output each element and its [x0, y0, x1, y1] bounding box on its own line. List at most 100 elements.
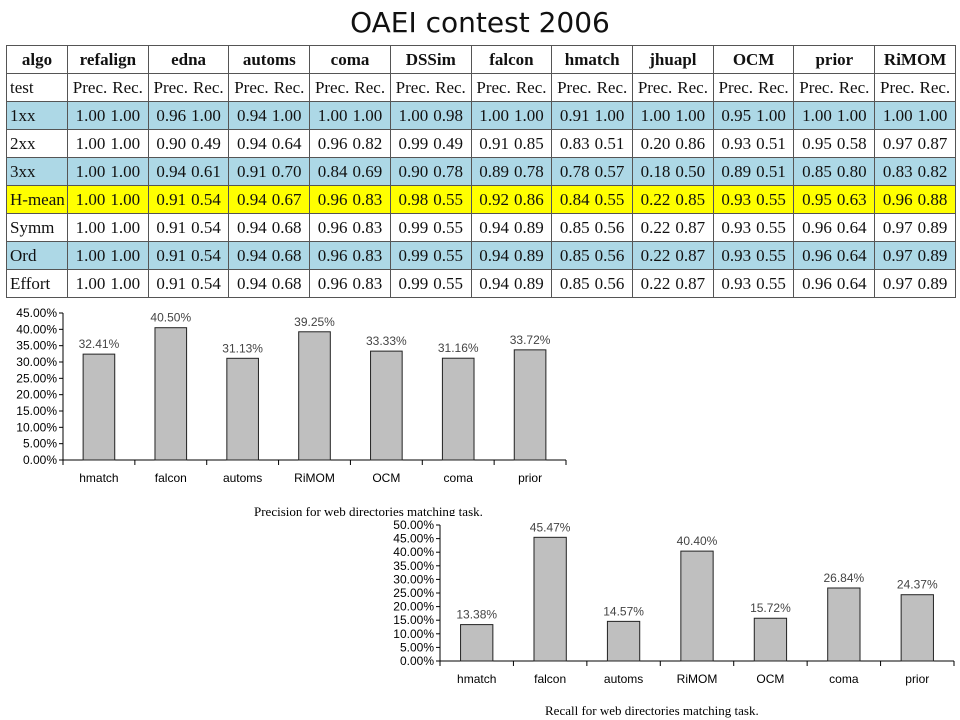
precision-value: 0.96 — [317, 133, 348, 153]
subheader-prec-rec: Prec. Rec. — [147, 73, 230, 102]
table-cell: 1.00 1.00 — [470, 101, 553, 130]
table-cell: 1.00 1.00 — [632, 101, 714, 130]
recall-value: 0.87 — [675, 217, 706, 237]
bar-prior — [900, 594, 934, 662]
table-cell: 0.99 0.55 — [389, 213, 472, 242]
subheader-prec-rec: Prec. Rec. — [632, 73, 714, 102]
y-tick-label: 5.00% — [23, 437, 57, 451]
table-cell: 1.00 1.00 — [67, 129, 149, 158]
x-tick-label: hmatch — [457, 672, 496, 686]
table-cell: 0.96 0.83 — [309, 269, 391, 298]
precision-value: 0.96 — [882, 189, 913, 209]
table-cell: 0.93 0.55 — [712, 213, 795, 242]
subheader-prec-rec: Prec. Rec. — [551, 73, 634, 102]
table-cell: 1.00 0.98 — [389, 101, 472, 130]
recall-value: 0.54 — [191, 245, 221, 265]
bar-hmatch — [460, 624, 494, 662]
recall-value: 0.88 — [917, 189, 948, 209]
table-cell: 0.18 0.50 — [632, 157, 714, 186]
precision-value: 0.97 — [882, 217, 913, 237]
recall-value: 0.63 — [836, 189, 867, 209]
precision-chart: 0.00% 5.00% 10.00% 15.00% 20.00% 25.00% 30.00%… — [3, 300, 569, 505]
precision-value: 0.94 — [156, 161, 187, 181]
y-tick-label: 20.00% — [393, 600, 434, 614]
table-cell: 0.99 0.55 — [389, 241, 472, 270]
precision-value: 0.18 — [640, 161, 671, 181]
recall-value: 0.64 — [836, 217, 867, 237]
table-cell: 0.96 0.64 — [793, 269, 876, 298]
subheader-label: test — [6, 73, 68, 102]
precision-value: 0.22 — [640, 189, 671, 209]
table-cell: 0.96 0.83 — [309, 241, 391, 270]
table-cell: 0.94 1.00 — [228, 101, 311, 130]
precision-value: 1.00 — [882, 105, 913, 125]
x-tick-label: prior — [518, 471, 542, 485]
x-tick-label: falcon — [534, 672, 566, 686]
data-label: 26.84% — [824, 571, 865, 585]
table-cell: 0.85 0.80 — [793, 157, 876, 186]
subheader-prec-rec: Prec. Rec. — [67, 73, 149, 102]
table-cell: 0.94 0.64 — [228, 129, 311, 158]
recall-value: 0.83 — [352, 189, 383, 209]
table-cell: 0.85 0.56 — [551, 213, 634, 242]
recall-value: 0.56 — [594, 217, 625, 237]
precision-value: 1.00 — [479, 105, 509, 125]
table-row: Effort 1.00 1.00 0.91 0.54 0.94 0.68 0.96 0.83 0.… — [6, 269, 956, 298]
precision-value: 0.22 — [640, 273, 671, 293]
table-cell: 0.94 0.89 — [470, 269, 553, 298]
precision-value: 0.91 — [559, 105, 590, 125]
bar-rimom — [298, 331, 331, 461]
recall-value: 1.00 — [513, 105, 544, 125]
table-cell: 0.91 0.54 — [147, 241, 230, 270]
precision-value: 1.00 — [802, 105, 832, 125]
algo-header-falcon: falcon — [470, 45, 553, 74]
subheader-prec-rec: Prec. Rec. — [874, 73, 956, 102]
recall-value: 0.54 — [191, 217, 221, 237]
y-tick-label: 40.00% — [16, 322, 57, 336]
precision-value: 0.92 — [479, 189, 509, 209]
bar-falcon — [533, 536, 567, 662]
precision-value: 0.94 — [237, 105, 267, 125]
table-cell: 0.96 1.00 — [147, 101, 230, 130]
recall-value: 1.00 — [110, 105, 141, 125]
precision-value: 0.93 — [721, 133, 752, 153]
recall-value: 1.00 — [110, 273, 141, 293]
table-row: Ord 1.00 1.00 0.91 0.54 0.94 0.68 0.96 0.83 0.99 0… — [6, 241, 956, 270]
recall-value: 0.98 — [433, 105, 463, 125]
precision-value: 0.97 — [882, 133, 913, 153]
subheader-prec-rec: Prec. Rec. — [793, 73, 876, 102]
precision-chart-svg: 0.00% 5.00% 10.00% 15.00% 20.00% 25.00% 30.00%… — [16, 306, 567, 485]
table-cell: 0.84 0.55 — [551, 185, 634, 214]
precision-value: 0.93 — [721, 273, 752, 293]
recall-value: 0.78 — [513, 161, 544, 181]
prec-header: Prec. — [637, 77, 673, 97]
y-tick-label: 20.00% — [16, 388, 57, 402]
data-label: 14.57% — [603, 604, 644, 618]
recall-value: 0.85 — [675, 189, 706, 209]
table-cell: 0.93 0.51 — [712, 129, 795, 158]
recall-value: 0.87 — [917, 133, 948, 153]
table-cell: 0.91 1.00 — [551, 101, 634, 130]
precision-value: 0.99 — [398, 133, 429, 153]
precision-value: 0.91 — [237, 161, 267, 181]
precision-value: 1.00 — [75, 217, 106, 237]
prec-header: Prec. — [718, 77, 753, 97]
x-tick-label: hmatch — [79, 471, 118, 485]
precision-value: 0.93 — [721, 217, 752, 237]
table-cell: 0.94 0.68 — [228, 269, 311, 298]
precision-value: 0.98 — [398, 189, 429, 209]
recall-value: 1.00 — [917, 105, 948, 125]
table-cell: 0.91 0.54 — [147, 185, 230, 214]
precision-value: 0.91 — [156, 273, 187, 293]
recall-chart-svg: 0.00%5.00%10.00%15.00%20.00%25.00%30.00%… — [393, 518, 955, 686]
table-cell: 0.91 0.70 — [228, 157, 311, 186]
table-cell: 0.20 0.86 — [632, 129, 714, 158]
precision-value: 0.94 — [237, 217, 267, 237]
recall-value: 0.64 — [836, 245, 867, 265]
recall-value: 1.00 — [110, 161, 141, 181]
algo-header-automs: automs — [228, 45, 311, 74]
row-label: Effort — [6, 269, 68, 298]
precision-value: 0.90 — [156, 133, 187, 153]
table-cell: 0.89 0.51 — [712, 157, 795, 186]
precision-value: 1.00 — [75, 161, 106, 181]
